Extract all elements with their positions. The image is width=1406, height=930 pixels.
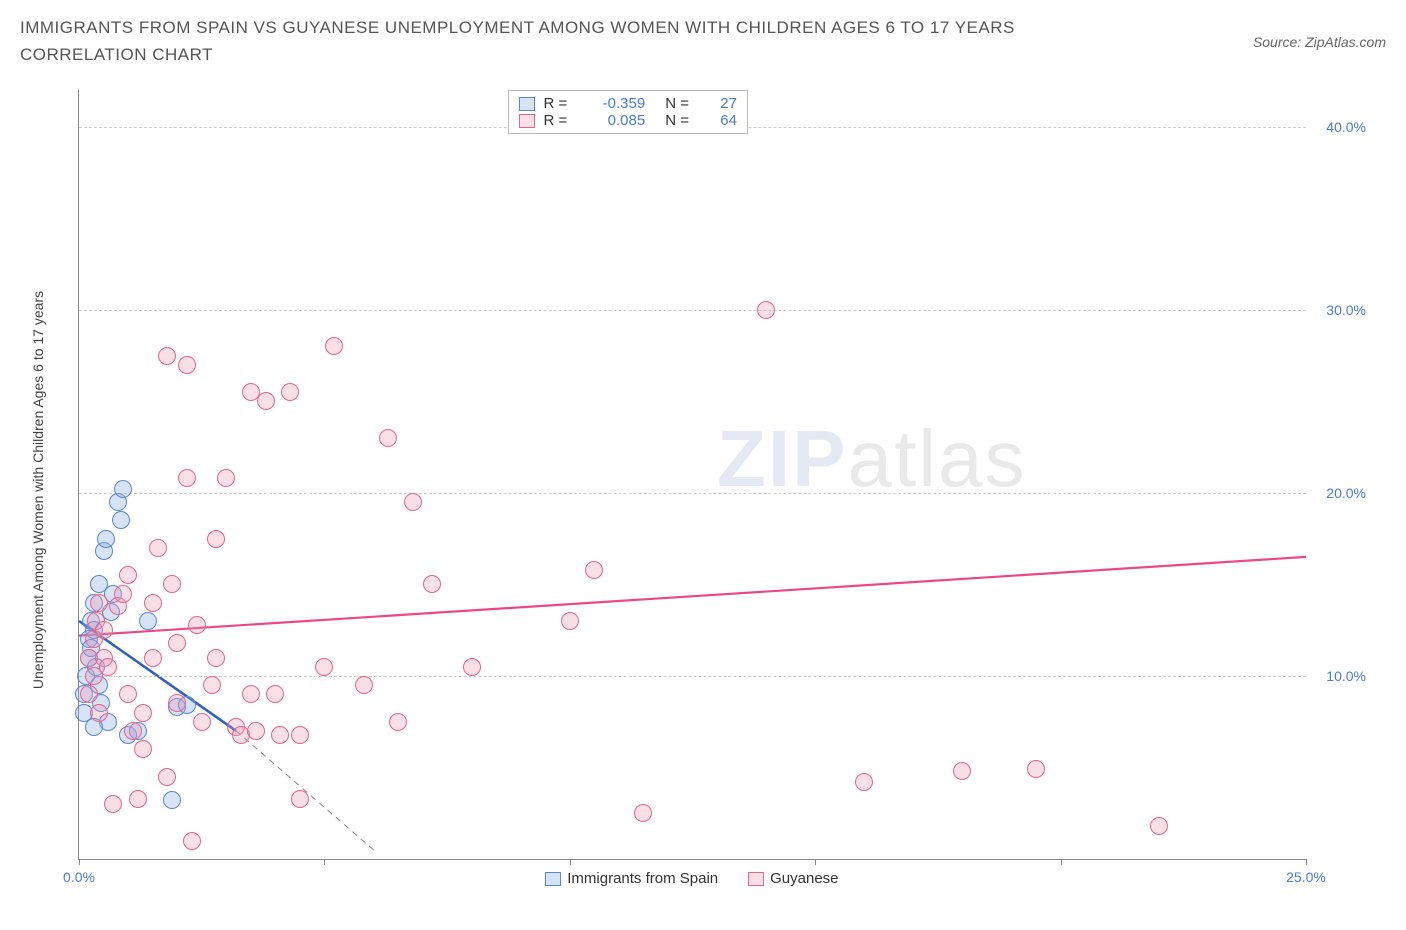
data-point: [129, 790, 147, 808]
data-point: [291, 790, 309, 808]
data-point: [953, 762, 971, 780]
data-point: [193, 713, 211, 731]
y-tick-label: 20.0%: [1311, 485, 1366, 501]
data-point: [104, 795, 122, 813]
data-point: [634, 804, 652, 822]
data-point: [158, 347, 176, 365]
data-point: [271, 726, 289, 744]
data-point: [80, 685, 98, 703]
data-point: [168, 694, 186, 712]
x-tick: [570, 859, 571, 865]
x-tick: [1061, 859, 1062, 865]
data-point: [207, 649, 225, 667]
data-point: [178, 469, 196, 487]
data-point: [247, 722, 265, 740]
y-tick-label: 40.0%: [1311, 119, 1366, 135]
data-point: [158, 768, 176, 786]
data-point: [242, 685, 260, 703]
data-point: [404, 493, 422, 511]
data-point: [257, 392, 275, 410]
data-point: [203, 676, 221, 694]
data-point: [168, 634, 186, 652]
data-point: [1027, 760, 1045, 778]
gridline: [79, 493, 1306, 494]
data-point: [266, 685, 284, 703]
x-tick: [1306, 859, 1307, 865]
legend-row: R =-0.359N =27: [519, 95, 737, 112]
data-point: [757, 301, 775, 319]
gridline: [79, 676, 1306, 677]
data-point: [90, 704, 108, 722]
data-point: [207, 530, 225, 548]
data-point: [97, 530, 115, 548]
x-tick: [79, 859, 80, 865]
data-point: [183, 832, 201, 850]
data-point: [144, 649, 162, 667]
y-tick-label: 30.0%: [1311, 302, 1366, 318]
data-point: [90, 594, 108, 612]
legend-row: R =0.085N =64: [519, 112, 737, 129]
data-point: [291, 726, 309, 744]
y-tick-label: 10.0%: [1311, 668, 1366, 684]
data-point: [95, 621, 113, 639]
data-point: [585, 561, 603, 579]
data-point: [178, 356, 196, 374]
data-point: [144, 594, 162, 612]
data-point: [119, 566, 137, 584]
data-point: [379, 429, 397, 447]
data-point: [112, 511, 130, 529]
series-legend: Immigrants from Spain Guyanese: [545, 870, 838, 887]
x-tick: [324, 859, 325, 865]
data-point: [149, 539, 167, 557]
data-point: [389, 713, 407, 731]
data-point: [124, 722, 142, 740]
data-point: [134, 740, 152, 758]
data-point: [423, 575, 441, 593]
correlation-legend: R =-0.359N =27R =0.085N =64: [508, 90, 748, 134]
data-point: [561, 612, 579, 630]
data-point: [355, 676, 373, 694]
data-point: [463, 658, 481, 676]
data-point: [325, 337, 343, 355]
data-point: [119, 685, 137, 703]
data-point: [188, 616, 206, 634]
plot-region: ZIPatlas R =-0.359N =27R =0.085N =64 Imm…: [78, 90, 1306, 860]
legend-item: Immigrants from Spain: [545, 870, 718, 887]
data-point: [163, 575, 181, 593]
data-point: [99, 658, 117, 676]
source-attribution: Source: ZipAtlas.com: [1253, 34, 1386, 50]
trend-lines: [79, 90, 1306, 859]
chart-title: IMMIGRANTS FROM SPAIN VS GUYANESE UNEMPL…: [20, 14, 1120, 68]
data-point: [855, 773, 873, 791]
data-point: [315, 658, 333, 676]
x-tick: [815, 859, 816, 865]
chart-area: Unemployment Among Women with Children A…: [48, 90, 1376, 890]
data-point: [139, 612, 157, 630]
data-point: [217, 469, 235, 487]
data-point: [281, 383, 299, 401]
data-point: [114, 585, 132, 603]
watermark: ZIPatlas: [717, 413, 1026, 505]
y-axis-label: Unemployment Among Women with Children A…: [30, 291, 46, 689]
data-point: [1150, 817, 1168, 835]
gridline: [79, 310, 1306, 311]
x-tick-label: 0.0%: [63, 869, 95, 885]
x-tick-label: 25.0%: [1286, 869, 1326, 885]
data-point: [163, 791, 181, 809]
legend-item: Guyanese: [748, 870, 838, 887]
data-point: [114, 480, 132, 498]
data-point: [134, 704, 152, 722]
